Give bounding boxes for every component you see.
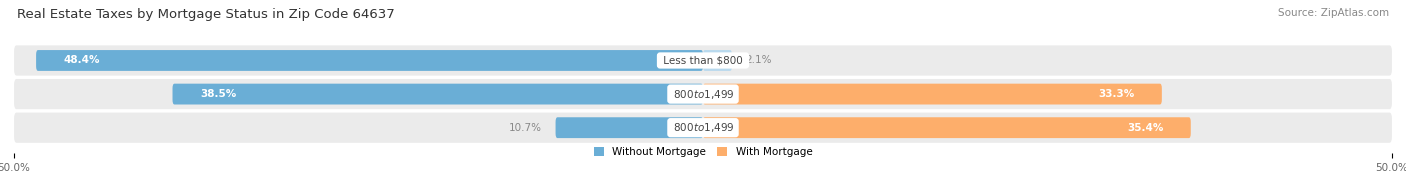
Text: 2.1%: 2.1% [745,55,772,65]
Text: 38.5%: 38.5% [200,89,236,99]
FancyBboxPatch shape [14,45,1392,76]
FancyBboxPatch shape [703,50,733,71]
FancyBboxPatch shape [14,79,1392,109]
Legend: Without Mortgage, With Mortgage: Without Mortgage, With Mortgage [593,147,813,157]
FancyBboxPatch shape [703,84,1161,104]
FancyBboxPatch shape [703,117,1191,138]
Text: Source: ZipAtlas.com: Source: ZipAtlas.com [1278,8,1389,18]
Text: $800 to $1,499: $800 to $1,499 [671,88,735,101]
Text: 10.7%: 10.7% [509,123,541,133]
Text: Less than $800: Less than $800 [659,55,747,65]
FancyBboxPatch shape [14,113,1392,143]
FancyBboxPatch shape [37,50,703,71]
Text: Real Estate Taxes by Mortgage Status in Zip Code 64637: Real Estate Taxes by Mortgage Status in … [17,8,395,21]
FancyBboxPatch shape [173,84,703,104]
Text: 48.4%: 48.4% [63,55,100,65]
Text: $800 to $1,499: $800 to $1,499 [671,121,735,134]
Text: 35.4%: 35.4% [1126,123,1163,133]
Text: 33.3%: 33.3% [1098,89,1135,99]
FancyBboxPatch shape [555,117,703,138]
